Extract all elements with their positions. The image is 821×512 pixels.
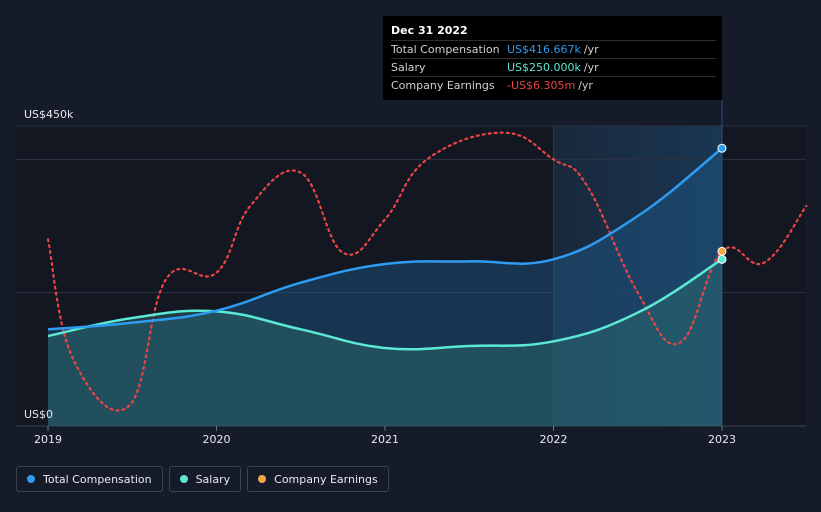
- tooltip-unit: /yr: [578, 79, 593, 92]
- legend-item-company-earnings[interactable]: Company Earnings: [247, 466, 389, 492]
- legend-label: Salary: [195, 472, 231, 486]
- y-axis-label-bottom: US$0: [24, 408, 53, 421]
- legend-dot-icon: [258, 475, 267, 483]
- tooltip-label: Salary: [391, 61, 426, 74]
- total-compensation-line: [47, 147, 723, 331]
- tooltip-row-company-earnings: Company Earnings -US$6.305m /yr: [391, 76, 716, 94]
- salary-line: [47, 258, 723, 351]
- tooltip-label: Company Earnings: [391, 79, 495, 92]
- chart-legend: Total Compensation Salary Company Earnin…: [16, 466, 389, 492]
- tooltip-value: US$416.667k: [507, 43, 581, 56]
- legend-label: Total Compensation: [43, 472, 152, 486]
- tooltip-unit: /yr: [583, 43, 599, 56]
- x-tick-label: 2020: [203, 433, 231, 446]
- tooltip-value: US$250.000k: [507, 61, 581, 74]
- salary-area: [48, 259, 722, 426]
- x-tick-label: 2021: [371, 433, 399, 446]
- salary-marker: [717, 254, 727, 264]
- tooltip-unit: /yr: [583, 61, 599, 74]
- tooltip-label: Total Compensation: [391, 43, 500, 56]
- tooltip-date: Dec 31 2022: [391, 24, 468, 37]
- legend-item-salary[interactable]: Salary: [168, 466, 242, 492]
- tooltip-row-salary: Salary US$250.000k /yr: [391, 58, 716, 76]
- company-earnings-line: [46, 131, 808, 412]
- legend-item-total-compensation[interactable]: Total Compensation: [16, 466, 163, 492]
- company-earnings-marker: [717, 246, 727, 256]
- y-axis-label-top: US$450k: [24, 108, 74, 121]
- tooltip-value: -US$6.305m: [507, 79, 576, 92]
- highlight-band: [553, 126, 722, 426]
- x-tick-label: 2023: [708, 433, 736, 446]
- legend-dot-icon: [179, 475, 188, 483]
- total-compensation-area: [48, 148, 722, 427]
- legend-label: Company Earnings: [274, 472, 378, 486]
- x-tick-label: 2019: [34, 433, 62, 446]
- tooltip-row-total-compensation: Total Compensation US$416.667k /yr: [391, 40, 716, 58]
- total-compensation-marker: [717, 143, 727, 153]
- x-tick-label: 2022: [540, 433, 568, 446]
- hover-tooltip: Dec 31 2022 Total Compensation US$416.66…: [383, 16, 722, 100]
- legend-dot-icon: [27, 475, 35, 483]
